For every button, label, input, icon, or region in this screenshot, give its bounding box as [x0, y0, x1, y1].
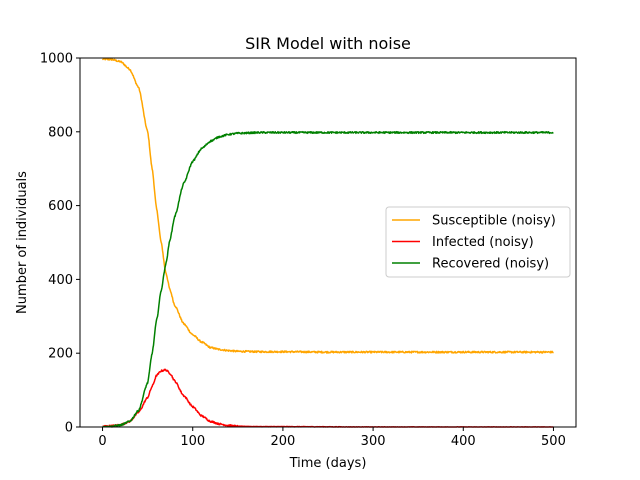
y-tick-label: 800: [48, 125, 73, 140]
x-tick-label: 400: [451, 434, 476, 449]
y-tick-label: 600: [48, 199, 73, 214]
axes-frame: [79, 57, 577, 428]
x-tick-label: 0: [98, 434, 106, 449]
x-axis-label: Time (days): [289, 456, 367, 471]
legend-label: Susceptible (noisy): [432, 214, 556, 229]
x-tick-label: 100: [180, 434, 205, 449]
legend-items: Susceptible (noisy) Infected (noisy) Recov…: [392, 214, 556, 272]
legend-label: Recovered (noisy): [432, 257, 549, 272]
series-line-recovered: [102, 130, 554, 428]
x-tick-label: 200: [270, 434, 295, 449]
legend-label: Infected (noisy): [432, 235, 534, 250]
x-axis-ticks: 0 100 200 300 400 500: [98, 427, 566, 449]
x-tick-label: 300: [361, 434, 386, 449]
x-tick-label: 500: [541, 434, 566, 449]
y-tick-label: 1000: [40, 52, 73, 67]
series-line-susceptible: [101, 57, 554, 354]
y-tick-label: 400: [48, 273, 73, 288]
y-axis-ticks: 0 200 400 600 800 1000: [40, 52, 80, 436]
y-axis-label: Number of individuals: [15, 171, 30, 314]
y-tick-label: 200: [48, 347, 73, 362]
chart-title: SIR Model with noise: [245, 34, 411, 53]
legend-box: [385, 206, 571, 278]
legend: Susceptible (noisy) Infected (noisy) Recov…: [385, 206, 571, 278]
y-tick-label: 0: [65, 421, 73, 436]
